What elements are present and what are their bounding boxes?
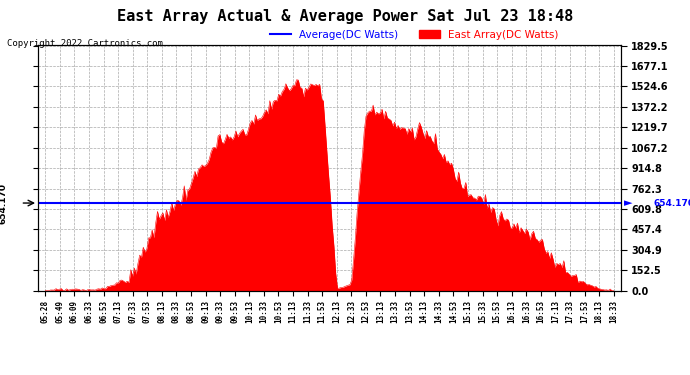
Text: 654.170: 654.170 [0,183,8,224]
Legend: Average(DC Watts), East Array(DC Watts): Average(DC Watts), East Array(DC Watts) [266,26,562,44]
Text: ►: ► [624,198,632,208]
Text: Copyright 2022 Cartronics.com: Copyright 2022 Cartronics.com [7,39,163,48]
Text: East Array Actual & Average Power Sat Jul 23 18:48: East Array Actual & Average Power Sat Ju… [117,9,573,24]
Text: 654.170: 654.170 [653,198,690,207]
